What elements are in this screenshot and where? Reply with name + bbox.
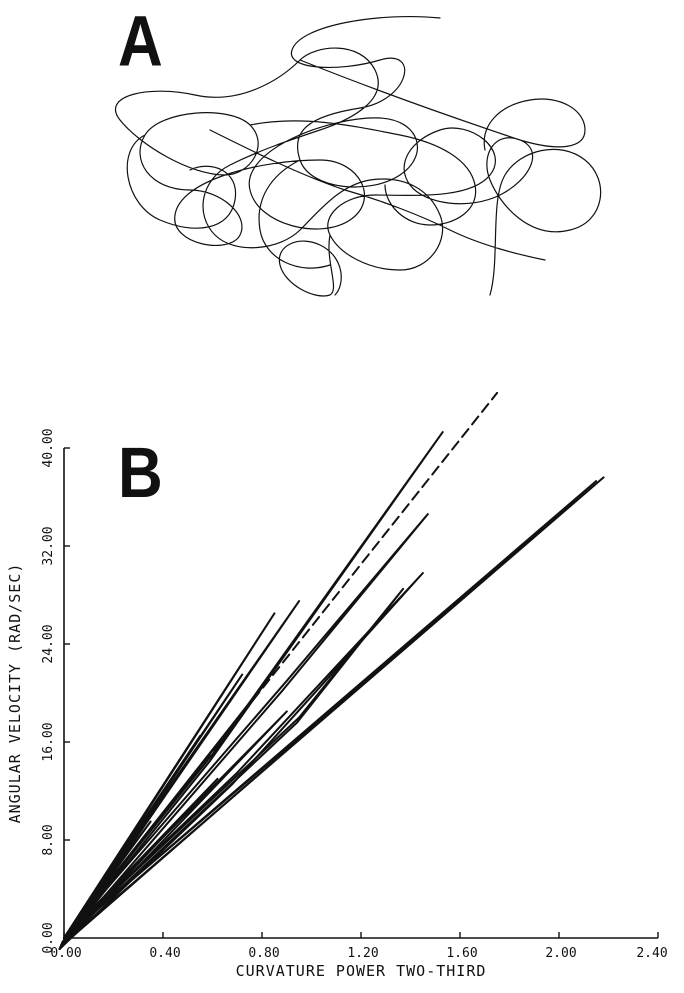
x-tick-label: 2.40 [636,946,667,961]
velocity-curvature-loop [59,777,219,948]
y-tick-label: 24.00 [41,624,56,663]
y-tick-label: 32.00 [41,526,56,565]
x-tick-label: 0.80 [248,946,279,961]
velocity-curvature-loop [58,710,288,950]
panel-b-curves [58,391,605,950]
x-tick-label: 1.20 [347,946,378,961]
tick-labels: 0.00 0.40 0.80 1.20 1.60 2.00 2.40 0.00 8.00 16.0… [41,428,668,961]
y-axis-title: ANGULAR VELOCITY (RAD/SEC) [6,563,24,824]
x-tick-label: 1.60 [446,946,477,961]
x-axis-title: CURVATURE POWER TWO-THIRD [236,962,487,980]
x-tick-label: 2.00 [545,946,576,961]
velocity-curvature-loop [58,572,424,950]
velocity-curvature-loop [61,820,152,944]
velocity-curvature-loop [60,685,263,946]
trajectory-path [114,15,602,297]
velocity-curvature-loop [60,845,127,946]
y-tick-label: 16.00 [41,722,56,761]
y-tick-label: 8.00 [41,824,56,855]
y-tick-label: 0.00 [41,922,56,953]
x-tick-label: 0.00 [50,946,81,961]
x-tick-label: 0.40 [149,946,180,961]
velocity-curvature-loop [59,480,598,948]
axis-ticks [63,447,659,939]
panel-b-label: B [118,434,163,513]
panel-a-trajectory [114,15,602,297]
velocity-curvature-loop [61,587,405,944]
panel-a-label: A [118,3,163,82]
y-tick-label: 40.00 [41,428,56,467]
velocity-curvature-loop [59,513,429,948]
